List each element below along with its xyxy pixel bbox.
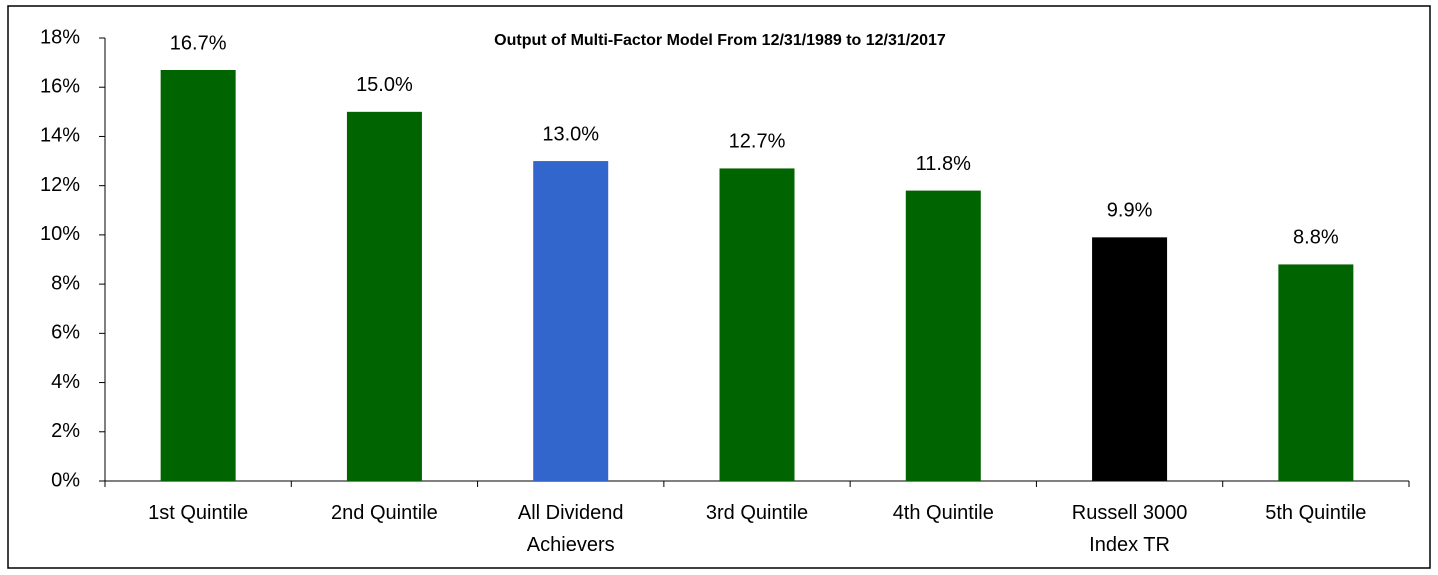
bar	[533, 161, 609, 482]
value-label: 16.7%	[170, 32, 227, 54]
bar	[905, 190, 981, 482]
y-tick-label: 2%	[51, 420, 80, 442]
y-tick-label: 16%	[40, 76, 80, 98]
x-tick-label: All Dividend Achievers	[517, 502, 624, 556]
bar	[1278, 264, 1354, 481]
bar	[1092, 237, 1168, 481]
value-label: 9.9%	[1107, 200, 1153, 222]
x-tick-label: 1st Quintile	[148, 502, 249, 524]
y-tick-label: 10%	[40, 223, 80, 245]
y-tick-label: 0%	[51, 469, 80, 491]
y-tick-label: 6%	[51, 322, 80, 344]
value-label: 8.8%	[1293, 227, 1339, 249]
value-label: 12.7%	[729, 131, 786, 153]
y-tick-label: 12%	[40, 174, 80, 196]
x-tick-label: 3rd Quintile	[705, 502, 809, 524]
x-tick-label: 5th Quintile	[1265, 502, 1367, 524]
value-label: 13.0%	[542, 123, 599, 145]
y-tick-label: 4%	[51, 371, 80, 393]
x-tick-label: 4th Quintile	[892, 502, 994, 524]
x-tick-label: Russell 3000 Index TR	[1071, 502, 1188, 556]
bar	[346, 111, 422, 481]
value-label: 15.0%	[356, 74, 413, 96]
x-tick-label: 2nd Quintile	[331, 502, 438, 524]
y-tick-label: 14%	[40, 125, 80, 147]
value-label: 11.8%	[916, 153, 971, 175]
chart-border	[7, 5, 1431, 569]
bar	[160, 69, 236, 481]
y-tick-label: 8%	[51, 272, 80, 294]
chart-title: Output of Multi-Factor Model From 12/31/…	[494, 32, 946, 49]
bar	[719, 168, 795, 481]
y-tick-label: 18%	[40, 26, 80, 48]
